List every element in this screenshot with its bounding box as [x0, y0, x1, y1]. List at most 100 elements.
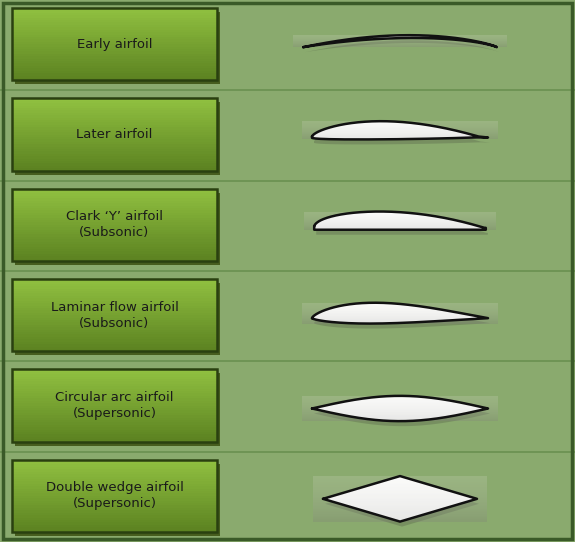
- Bar: [12, 334, 217, 337]
- Bar: [12, 217, 217, 221]
- Bar: [12, 134, 217, 138]
- Bar: [12, 59, 217, 62]
- Bar: [12, 49, 217, 52]
- Bar: [12, 315, 217, 318]
- Polygon shape: [313, 509, 487, 510]
- Polygon shape: [313, 511, 487, 513]
- Polygon shape: [313, 488, 487, 490]
- Bar: [12, 32, 217, 35]
- Bar: [12, 73, 217, 76]
- Bar: [12, 484, 217, 487]
- Polygon shape: [313, 492, 487, 493]
- Bar: [12, 61, 217, 64]
- Polygon shape: [302, 418, 498, 420]
- Polygon shape: [313, 498, 487, 499]
- Bar: [12, 132, 217, 135]
- Bar: [12, 291, 217, 294]
- Bar: [12, 164, 217, 166]
- Polygon shape: [313, 518, 487, 519]
- Bar: [12, 369, 217, 372]
- Bar: [12, 222, 217, 225]
- Polygon shape: [312, 396, 488, 421]
- Bar: [12, 198, 217, 201]
- Bar: [12, 56, 217, 59]
- Bar: [12, 398, 217, 401]
- Polygon shape: [303, 35, 497, 47]
- Polygon shape: [314, 211, 486, 230]
- Bar: [12, 415, 217, 418]
- Bar: [12, 101, 217, 104]
- FancyBboxPatch shape: [15, 192, 220, 265]
- Bar: [12, 474, 217, 477]
- Bar: [12, 242, 217, 244]
- Bar: [12, 422, 217, 425]
- Bar: [12, 254, 217, 257]
- Polygon shape: [313, 516, 487, 517]
- Bar: [12, 205, 217, 209]
- Bar: [12, 389, 217, 391]
- Bar: [12, 525, 217, 528]
- Polygon shape: [313, 482, 487, 483]
- Bar: [12, 15, 217, 18]
- Bar: [12, 413, 217, 416]
- Bar: [12, 479, 217, 482]
- Polygon shape: [302, 412, 498, 413]
- Bar: [12, 403, 217, 406]
- Bar: [12, 435, 217, 437]
- Bar: [12, 35, 217, 37]
- Bar: [12, 235, 217, 237]
- Polygon shape: [313, 476, 487, 477]
- Bar: [12, 103, 217, 106]
- Bar: [12, 289, 217, 292]
- Bar: [12, 391, 217, 394]
- Bar: [12, 240, 217, 242]
- Bar: [12, 481, 217, 485]
- Text: Early airfoil: Early airfoil: [76, 37, 152, 50]
- Bar: [12, 325, 217, 328]
- Bar: [12, 66, 217, 69]
- Bar: [12, 247, 217, 249]
- Polygon shape: [302, 398, 498, 399]
- Bar: [12, 425, 217, 428]
- Bar: [12, 8, 217, 11]
- Bar: [12, 420, 217, 423]
- Polygon shape: [302, 415, 498, 416]
- Bar: [12, 146, 217, 150]
- Bar: [12, 384, 217, 386]
- Bar: [12, 44, 217, 47]
- Polygon shape: [302, 406, 498, 407]
- Bar: [12, 513, 217, 515]
- Bar: [12, 515, 217, 518]
- Polygon shape: [302, 407, 498, 408]
- Bar: [12, 249, 217, 252]
- Bar: [12, 137, 217, 140]
- Polygon shape: [313, 508, 487, 509]
- Bar: [12, 189, 217, 191]
- Polygon shape: [302, 399, 498, 401]
- Polygon shape: [313, 506, 487, 507]
- Bar: [12, 139, 217, 142]
- Polygon shape: [313, 480, 487, 481]
- Polygon shape: [313, 477, 487, 479]
- FancyBboxPatch shape: [15, 102, 220, 175]
- Bar: [12, 75, 217, 79]
- FancyBboxPatch shape: [15, 12, 220, 85]
- Polygon shape: [313, 491, 487, 492]
- Bar: [12, 408, 217, 411]
- Bar: [12, 522, 217, 525]
- Text: Later airfoil: Later airfoil: [76, 128, 153, 141]
- Bar: [12, 281, 217, 285]
- Bar: [12, 40, 217, 42]
- Bar: [12, 108, 217, 111]
- Bar: [12, 462, 217, 465]
- Bar: [12, 256, 217, 259]
- Bar: [12, 320, 217, 323]
- Bar: [12, 476, 217, 480]
- Bar: [12, 427, 217, 430]
- Bar: [12, 220, 217, 223]
- Bar: [12, 527, 217, 530]
- Polygon shape: [302, 414, 498, 415]
- Polygon shape: [313, 499, 487, 500]
- Bar: [12, 298, 217, 301]
- Bar: [12, 506, 217, 508]
